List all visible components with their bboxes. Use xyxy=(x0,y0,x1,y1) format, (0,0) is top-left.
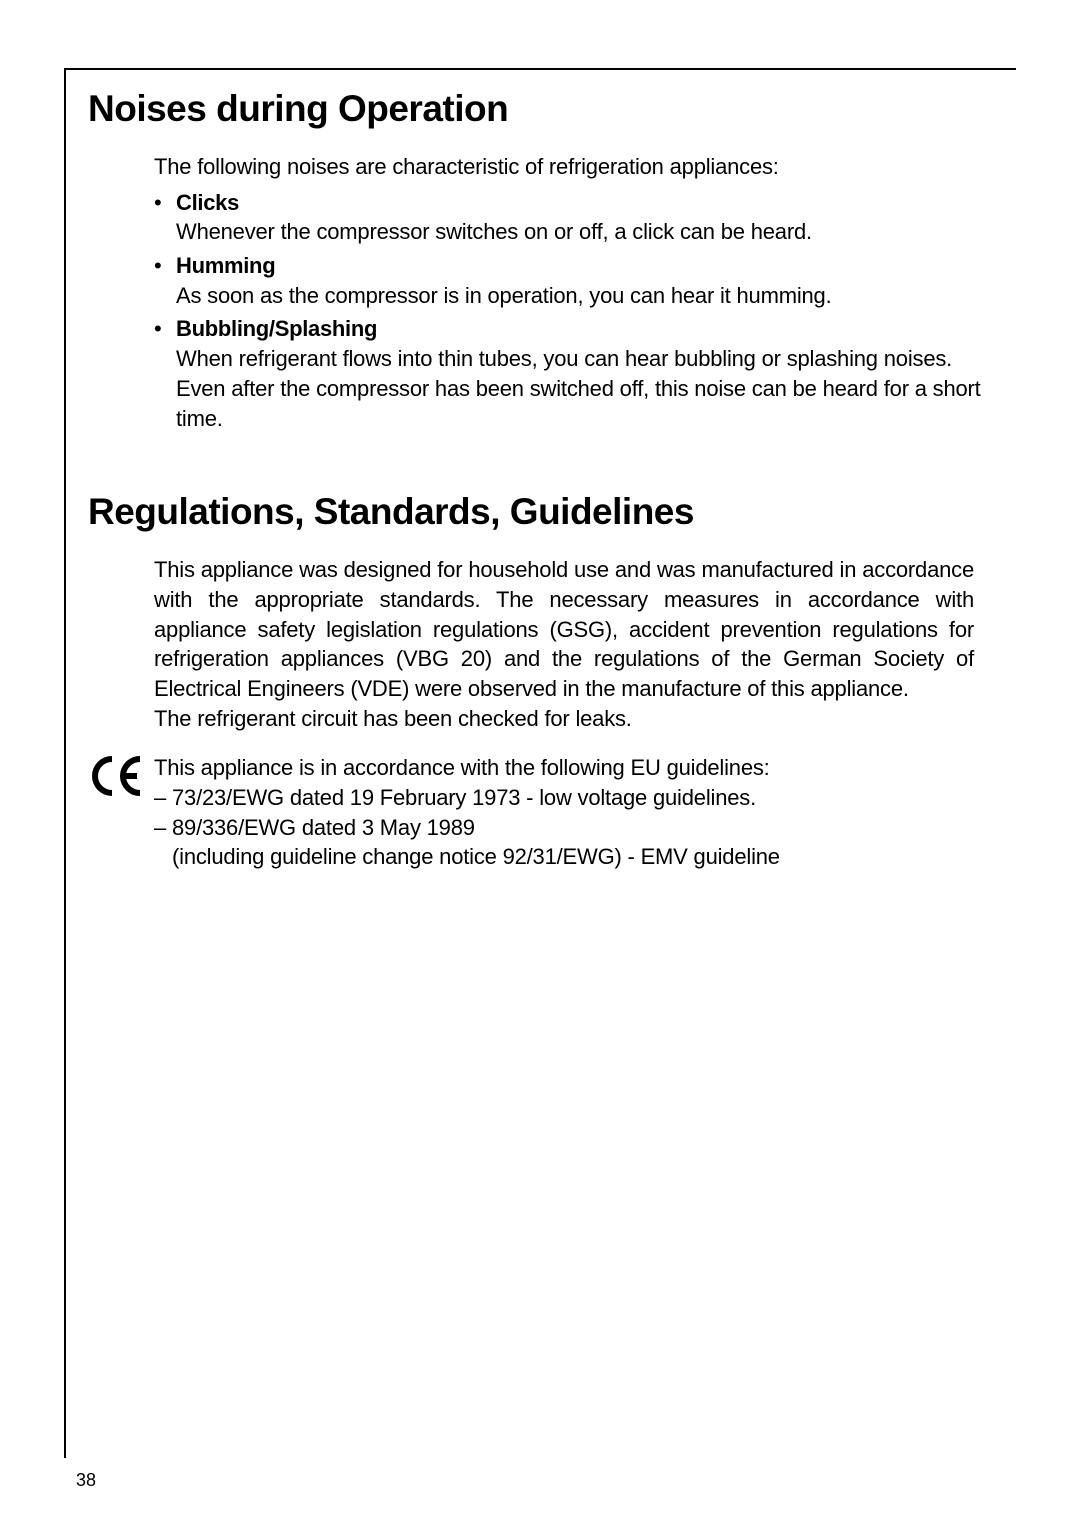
bullet: • xyxy=(154,188,176,247)
ce-intro: This appliance is in accordance with the… xyxy=(154,753,988,783)
ce-guideline-line: – 89/336/EWG dated 3 May 1989 xyxy=(154,813,988,843)
page-content: Noises during Operation The following no… xyxy=(88,88,988,872)
item-text: As soon as the compressor is in operatio… xyxy=(176,281,988,311)
item-title: Clicks xyxy=(176,188,988,218)
regulations-para1: This appliance was designed for househol… xyxy=(154,555,974,703)
bullet: • xyxy=(154,251,176,310)
dash: – xyxy=(154,783,172,813)
list-item: • Humming As soon as the compressor is i… xyxy=(154,251,988,310)
section-heading-regulations: Regulations, Standards, Guidelines xyxy=(88,491,988,533)
ce-guideline-indent: (including guideline change notice 92/31… xyxy=(172,842,988,872)
item-title: Bubbling/Splashing xyxy=(176,314,988,344)
item-text: When refrigerant flows into thin tubes, … xyxy=(176,344,988,433)
ce-mark-icon xyxy=(88,753,154,872)
list-item: • Bubbling/Splashing When refrigerant fl… xyxy=(154,314,988,433)
ce-text: This appliance is in accordance with the… xyxy=(154,753,988,872)
intro-text: The following noises are characteristic … xyxy=(154,152,988,182)
ce-section: This appliance is in accordance with the… xyxy=(88,753,988,872)
item-title: Humming xyxy=(176,251,988,281)
noise-list: • Clicks Whenever the compressor switche… xyxy=(154,188,988,434)
section-heading-noises: Noises during Operation xyxy=(88,88,988,130)
item-text: Whenever the compressor switches on or o… xyxy=(176,217,988,247)
ce-guideline-text: 73/23/EWG dated 19 February 1973 - low v… xyxy=(172,783,756,813)
dash: – xyxy=(154,813,172,843)
ce-guideline-line: – 73/23/EWG dated 19 February 1973 - low… xyxy=(154,783,988,813)
list-item: • Clicks Whenever the compressor switche… xyxy=(154,188,988,247)
ce-guideline-text: 89/336/EWG dated 3 May 1989 xyxy=(172,813,475,843)
regulations-para2: The refrigerant circuit has been checked… xyxy=(154,704,974,734)
bullet: • xyxy=(154,314,176,433)
page-number: 38 xyxy=(76,1470,96,1491)
